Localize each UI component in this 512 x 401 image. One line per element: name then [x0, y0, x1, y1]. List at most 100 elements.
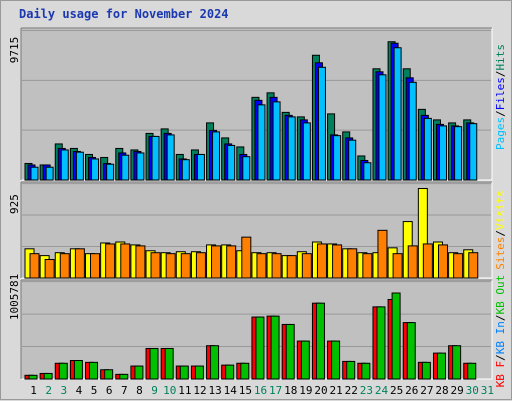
bar-sites — [59, 253, 70, 279]
bar-kb-out — [134, 365, 144, 380]
x-tick-label: 8 — [136, 384, 143, 397]
bar-kb-out — [43, 372, 53, 380]
bar-sites — [453, 253, 464, 279]
bar-kb-out — [179, 365, 189, 380]
x-tick-label: 27 — [420, 384, 433, 397]
bar-kb-out — [164, 347, 174, 380]
bar-kb-out — [119, 373, 129, 380]
bar-pages — [30, 166, 39, 181]
bar-pages — [469, 123, 478, 181]
bar-sites — [226, 245, 237, 279]
bar-kb-out — [73, 360, 83, 380]
bar-pages — [91, 158, 100, 181]
bar-kb-out — [104, 369, 114, 380]
legend-separator: / — [494, 71, 507, 78]
x-tick-label: 29 — [451, 384, 464, 397]
chart-title: Daily usage for November 2024 — [19, 7, 229, 21]
bar-sites — [332, 244, 343, 279]
bar-pages — [75, 151, 84, 181]
bar-kb-out — [406, 322, 416, 380]
legend-entry: KB F — [494, 361, 507, 388]
bar-sites — [165, 253, 176, 279]
bar-kb-out — [376, 306, 386, 380]
x-tick-label: 18 — [284, 384, 297, 397]
bar-sites — [316, 243, 327, 279]
x-tick-label: 24 — [375, 384, 389, 397]
bar-pages — [272, 101, 281, 181]
legend-entry: KB In — [494, 321, 507, 354]
bar-pages — [121, 154, 130, 181]
x-tick-label: 17 — [269, 384, 282, 397]
bar-sites — [422, 243, 433, 279]
legend-entry: Sites — [494, 237, 507, 270]
bar-pages — [438, 125, 447, 181]
bar-sites — [29, 253, 40, 279]
bar-pages — [257, 104, 266, 181]
x-tick-label: 26 — [405, 384, 418, 397]
ymax-label: 1005781 — [8, 274, 21, 320]
x-tick-label: 14 — [224, 384, 238, 397]
bar-pages — [302, 122, 311, 181]
bar-pages — [136, 152, 145, 181]
bar-kb-out — [452, 345, 462, 380]
x-tick-label: 16 — [254, 384, 267, 397]
bar-sites — [407, 245, 418, 279]
bar-pages — [106, 163, 115, 181]
legend-entry: Visits — [494, 190, 507, 230]
x-tick-label: 6 — [106, 384, 113, 397]
bar-kb-out — [285, 323, 295, 380]
bar-sites — [286, 255, 297, 279]
bar-pages — [287, 116, 296, 181]
bar-pages — [212, 131, 221, 181]
ymax-label: 925 — [8, 194, 21, 214]
bar-pages — [45, 166, 54, 181]
bar-sites — [180, 253, 191, 279]
ymax-label: 9715 — [8, 37, 21, 64]
x-tick-label: 25 — [390, 384, 403, 397]
bar-pages — [151, 135, 160, 181]
legend-entry: Pages — [494, 117, 507, 150]
bar-kb-out — [194, 365, 204, 380]
x-tick-label: 31 — [481, 384, 494, 397]
bar-kb-out — [240, 362, 250, 380]
x-tick-label: 3 — [61, 384, 68, 397]
legend-hits-files-pages: Pages/Files/Hits — [494, 44, 507, 150]
x-tick-label: 12 — [193, 384, 206, 397]
bar-sites — [362, 253, 373, 279]
bar-kb-out — [58, 362, 68, 380]
x-tick-label: 23 — [360, 384, 373, 397]
bar-sites — [195, 252, 206, 279]
x-tick-label: 7 — [121, 384, 128, 397]
x-tick-label: 13 — [208, 384, 221, 397]
bar-sites — [271, 253, 282, 279]
bar-kb-out — [89, 361, 99, 380]
bar-sites — [105, 243, 116, 279]
x-tick-label: 11 — [178, 384, 191, 397]
bar-pages — [317, 66, 326, 181]
x-tick-label: 30 — [466, 384, 479, 397]
bar-pages — [60, 149, 69, 181]
legend-entry: KB Out — [494, 275, 507, 315]
bar-sites — [120, 243, 131, 279]
bar-pages — [423, 117, 432, 181]
bar-pages — [181, 159, 190, 181]
bar-pages — [196, 153, 205, 181]
x-tick-label: 9 — [151, 384, 158, 397]
bar-pages — [166, 134, 175, 181]
legend-entry: Hits — [494, 44, 507, 71]
bar-kb-out — [391, 292, 401, 380]
legend-separator: / — [494, 110, 507, 117]
bar-kb-out — [225, 364, 235, 380]
bar-sites — [468, 252, 479, 279]
bar-pages — [378, 74, 387, 181]
legend-entry: Files — [494, 77, 507, 110]
bar-sites — [211, 245, 222, 279]
bar-kb-out — [421, 361, 431, 380]
bar-kb-out — [436, 352, 446, 380]
bar-kb-out — [28, 374, 38, 380]
x-tick-label: 1 — [30, 384, 37, 397]
legend-separator: / — [494, 314, 507, 321]
legend-separator: / — [494, 354, 507, 361]
